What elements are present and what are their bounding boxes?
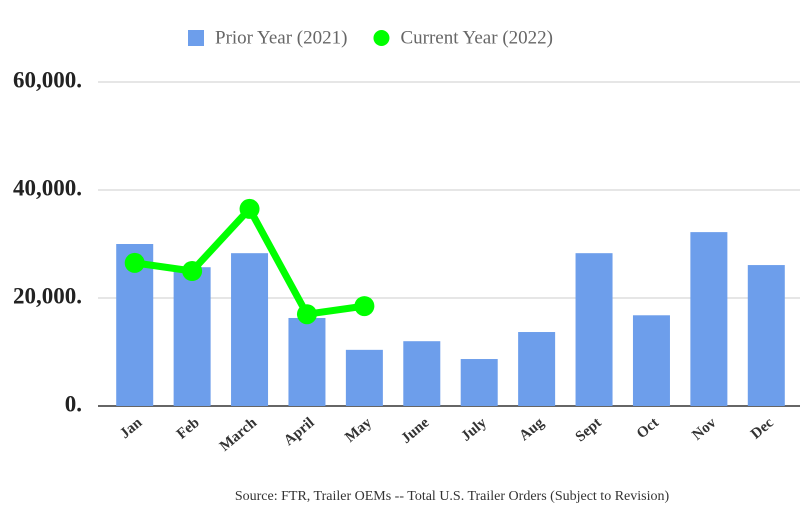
x-tick-label: Oct	[634, 415, 662, 442]
bar	[690, 232, 728, 406]
bar	[288, 317, 326, 406]
legend-label: Prior Year (2021)	[215, 27, 347, 48]
point	[296, 304, 317, 325]
y-tick-label: 40,000.	[13, 175, 82, 200]
bar	[518, 332, 556, 406]
legend-label: Current Year (2022)	[400, 27, 553, 48]
legend-swatch	[373, 30, 390, 46]
y-tick-label: 60,000.	[13, 67, 82, 92]
point	[239, 198, 260, 219]
x-tick-label: Aug	[516, 414, 547, 444]
x-tick-label: June	[398, 415, 432, 447]
x-tick-label: Nov	[689, 414, 719, 443]
x-tick-label: Feb	[174, 415, 203, 443]
x-tick-label: July	[458, 414, 490, 444]
y-tick-label: 0.	[65, 391, 82, 416]
point	[182, 261, 203, 281]
bar	[632, 315, 670, 406]
bar	[460, 359, 498, 406]
y-tick-label: 20,000.	[13, 283, 82, 308]
x-tick-label: April	[281, 415, 317, 449]
point	[124, 252, 145, 273]
x-tick-label: Sept	[573, 415, 605, 445]
x-tick-label: May	[342, 414, 375, 445]
bar	[575, 253, 613, 406]
bar	[173, 267, 211, 406]
bar	[345, 349, 383, 406]
legend-swatch	[188, 30, 204, 46]
x-tick-label: Dec	[748, 415, 777, 443]
x-tick-label: Jan	[117, 414, 146, 442]
x-tick-label: March	[217, 414, 261, 454]
source-note: Source: FTR, Trailer OEMs -- Total U.S. …	[235, 489, 670, 504]
bar	[403, 341, 441, 406]
point	[354, 296, 375, 317]
bar	[747, 265, 785, 406]
bar	[231, 253, 269, 406]
